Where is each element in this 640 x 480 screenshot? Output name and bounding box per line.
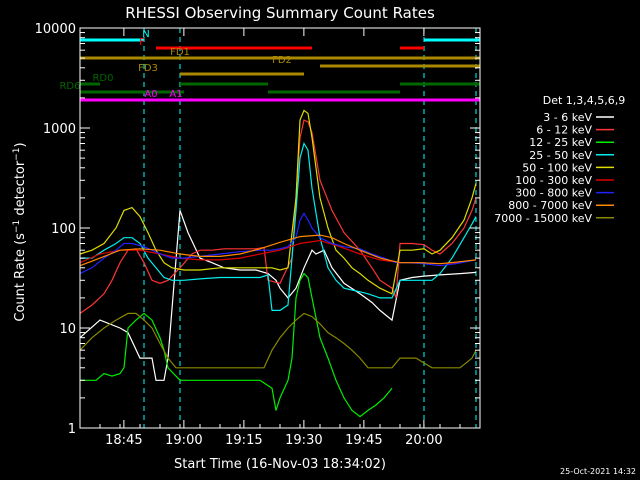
flag-label-rd6: RD6 bbox=[59, 81, 80, 92]
y-tick-label-2: 100 bbox=[51, 222, 76, 237]
x-tick-label-2: 19:15 bbox=[225, 433, 262, 448]
legend-label-7: 800 - 7000 keV bbox=[508, 199, 592, 212]
y-axis-label-sup1: −1 bbox=[12, 220, 22, 233]
y-axis-label-close: ) bbox=[13, 142, 28, 147]
series-line-2 bbox=[80, 272, 393, 418]
x-axis-label: Start Time (16-Nov-03 18:34:02) bbox=[174, 457, 386, 472]
flag-label-a0: A0 bbox=[144, 89, 157, 100]
y-tick-label-1: 10 bbox=[59, 322, 76, 337]
series-line-3 bbox=[80, 141, 477, 311]
x-tick-label-4: 19:45 bbox=[345, 433, 382, 448]
legend-label-8: 7000 - 15000 keV bbox=[494, 212, 592, 225]
legend-label-3: 25 - 50 keV bbox=[529, 149, 592, 162]
flag-label-a1: A1 bbox=[169, 89, 182, 100]
legend-label-5: 100 - 300 keV bbox=[515, 174, 592, 187]
plot-layer: NF FD1 FD2 FD3 RD0 RD6 A0 A1 bbox=[59, 28, 480, 428]
legend-label-6: 300 - 800 keV bbox=[515, 187, 592, 200]
x-tick-label-5: 20:00 bbox=[405, 433, 442, 448]
legend-label-1: 6 - 12 keV bbox=[536, 124, 592, 137]
series-line-7 bbox=[79, 234, 477, 267]
flag-label-fd3: FD3 bbox=[138, 63, 158, 74]
y-axis-label: Count Rate (s−1 detector−1) bbox=[12, 142, 28, 321]
legend-title: Det 1,3,4,5,6,9 bbox=[543, 94, 626, 107]
y-axis: 1 10 100 1000 10000 bbox=[35, 22, 480, 437]
chart-title: RHESSI Observing Summary Count Rates bbox=[125, 4, 435, 22]
x-tick-label-3: 19:30 bbox=[285, 433, 322, 448]
y-tick-label-4: 10000 bbox=[35, 22, 76, 37]
y-axis-label-main: Count Rate (s bbox=[13, 233, 28, 322]
footer-date: 25-Oct-2021 14:32 bbox=[560, 467, 636, 476]
flag-label-n: N bbox=[142, 29, 149, 40]
series-line-0 bbox=[79, 210, 477, 381]
legend-label-0: 3 - 6 keV bbox=[543, 111, 592, 124]
x-tick-label-0: 18:45 bbox=[105, 433, 142, 448]
y-axis-label-mid: detector bbox=[13, 160, 28, 220]
legend-label-2: 12 - 25 keV bbox=[529, 136, 592, 149]
x-axis: 18:45 19:00 19:15 19:30 19:45 20:00 bbox=[79, 28, 481, 448]
legend-label-4: 50 - 100 keV bbox=[522, 161, 592, 174]
flag-label-fd1: FD1 bbox=[170, 47, 190, 58]
x-tick-label-1: 19:00 bbox=[165, 433, 202, 448]
y-tick-label-3: 1000 bbox=[43, 122, 76, 137]
y-axis-label-sup2: −1 bbox=[12, 147, 22, 160]
y-tick-label-0: 1 bbox=[68, 422, 76, 437]
flag-label-rd0: RD0 bbox=[92, 73, 113, 84]
series-line-8 bbox=[79, 312, 477, 369]
series-line-4 bbox=[79, 109, 477, 295]
flag-label-fd2: FD2 bbox=[272, 55, 292, 66]
flag-label-f: F bbox=[139, 37, 145, 48]
